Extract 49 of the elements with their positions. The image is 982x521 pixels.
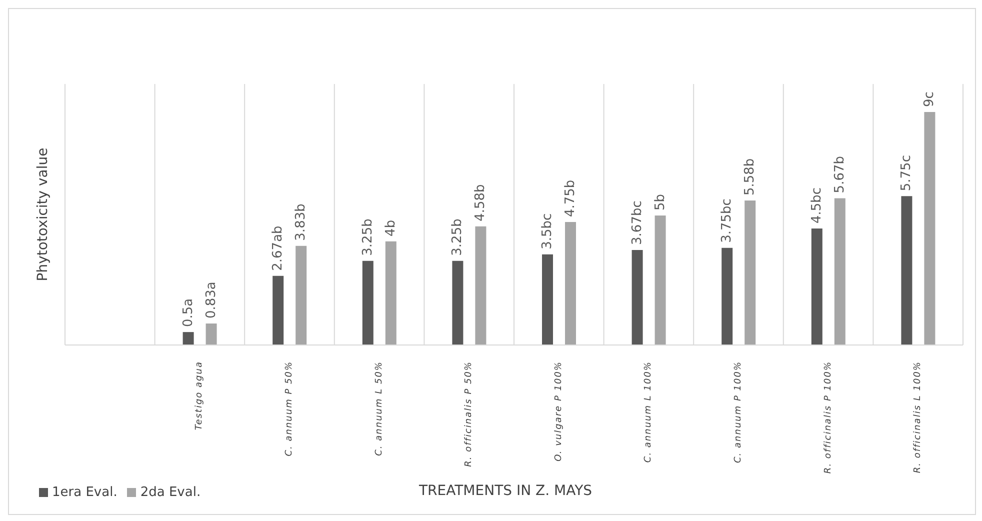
bar [924, 112, 936, 345]
bar [632, 250, 643, 345]
bar [744, 200, 756, 345]
data-label: 3.25b [450, 218, 466, 256]
bar [452, 260, 464, 345]
data-label: 3.83b [294, 204, 309, 241]
data-label: 0.5a [180, 298, 196, 328]
x-tick-label: C. annuum L 100% [644, 361, 654, 463]
bar [182, 332, 194, 345]
data-label: 3.25b [360, 218, 376, 256]
bar [901, 196, 912, 345]
x-tick-label: O. vulgare P 100% [554, 361, 564, 462]
x-tick-label: C. annuum P 100% [734, 361, 744, 463]
x-axis-title: TREATMENTS IN Z. MAYS [419, 483, 592, 499]
data-label: 4.58b [473, 184, 488, 222]
bar [296, 246, 307, 345]
bar [362, 260, 374, 345]
bar [654, 216, 666, 345]
bar [475, 226, 486, 345]
x-tick-label: R. officinalis P 100% [823, 361, 834, 474]
data-label: 3.75bc [720, 198, 735, 243]
bar [834, 198, 846, 345]
legend-label: 1era Eval. [52, 485, 118, 500]
x-tick-label: Testigo agua [194, 361, 205, 430]
data-label: 4.5bc [809, 187, 824, 224]
bar [565, 222, 576, 345]
bar [206, 324, 217, 345]
x-tick-label: R. officinalis L 100% [913, 361, 924, 474]
data-label: 5.75c [899, 155, 914, 192]
bar [811, 228, 822, 345]
data-label: 5b [652, 194, 668, 211]
legend-label: 2da Eval. [140, 485, 201, 500]
y-axis-title: Phytotoxicity value [34, 148, 51, 282]
data-label: 3.5bc [540, 213, 555, 250]
bar [542, 254, 553, 345]
x-tick-label: C. annuum L 50% [374, 361, 384, 456]
bar [272, 276, 284, 345]
data-label: 3.67bc [630, 200, 645, 245]
data-label: 9c [922, 92, 938, 107]
bar [385, 241, 396, 345]
data-label: 5.67b [832, 156, 848, 194]
data-label: 4b [383, 220, 398, 236]
x-tick-label: C. annuum P 50% [284, 361, 294, 456]
data-label: 2.67ab [270, 226, 286, 271]
data-label: 0.83a [204, 282, 219, 319]
data-label: 4.75b [563, 180, 578, 218]
bar [722, 248, 733, 345]
data-label: 5.58b [742, 158, 758, 196]
x-tick-label: R. officinalis P 50% [464, 361, 474, 467]
